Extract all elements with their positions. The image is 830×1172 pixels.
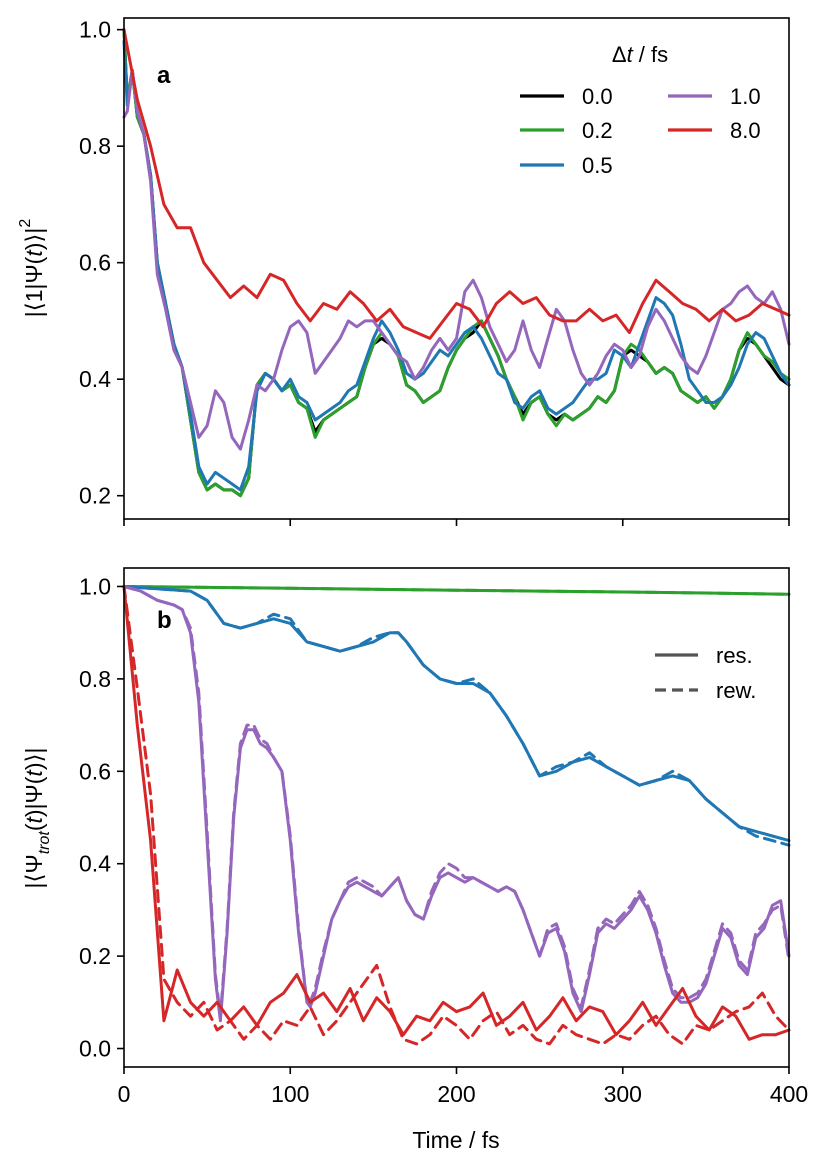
panel-b-series-group (122, 585, 791, 1046)
panel-a-ylabel: |⟨1|Ψ(t)⟩|2 (17, 219, 47, 318)
panel-a-series-group (122, 28, 791, 498)
style-label-rew: rew. (716, 678, 756, 703)
panel-b-ylabel-part2: trot (36, 831, 53, 855)
series-b-0-2-rew- (122, 585, 791, 596)
legend-title: Δt / fs (612, 42, 668, 67)
panel-b-style-legend: res. rew. (655, 643, 756, 703)
series-b-1-0-rew- (122, 585, 791, 1018)
panel-a-ylabel-part2: t (21, 249, 47, 257)
panel-b-letter: b (157, 607, 172, 634)
ytick-label-b-2: 0.4 (79, 851, 111, 877)
panel-a-ylabel-part4: 2 (17, 219, 34, 228)
panel-b-ylabel-part6: t (21, 769, 47, 777)
xtick-label-b-3: 300 (604, 1081, 642, 1107)
ytick-label-b-3: 0.6 (79, 758, 111, 784)
panel-a: 0.20.40.60.81.0 a |⟨1|Ψ(t)⟩|2 Δt / fs 0.… (17, 17, 791, 526)
panel-a-letter: a (157, 62, 171, 89)
series-b-1-0-res- (122, 585, 791, 1023)
legend-title-part3: / fs (633, 42, 668, 67)
xtick-label-b-0: 0 (118, 1081, 131, 1107)
xtick-label-b-1: 100 (271, 1081, 309, 1107)
series-a-8-0 (122, 28, 791, 340)
panel-a-x-ticks (123, 519, 790, 526)
panel-b-ylabel: |⟨Ψtrot(t)|Ψ(t)⟩| (21, 748, 53, 889)
series-a-1-0 (122, 68, 791, 451)
ytick-label-a-3: 0.8 (79, 133, 111, 159)
series-b-0-5-res- (122, 585, 791, 843)
legend-label-8-0: 8.0 (730, 118, 761, 143)
panel-a-frame (123, 17, 790, 520)
ytick-label-b-0: 0.0 (79, 1036, 111, 1062)
panel-a-legend: Δt / fs 0.0 0.2 0.5 1.0 8.0 (520, 42, 761, 178)
series-a-0-5 (122, 39, 791, 492)
series-b-8-0-rew- (122, 585, 791, 1046)
x-axis-label: Time / fs (412, 1127, 499, 1153)
panel-b-ylabel-part3: ( (21, 823, 47, 831)
panel-b: 0.00.20.40.60.81.0 0 100 200 300 400 b |⟨Ψtr… (21, 567, 808, 1107)
panel-b-ylabel-part1: |⟨Ψ (21, 854, 47, 888)
legend-label-1-0: 1.0 (730, 84, 761, 109)
legend-title-part2: t (627, 42, 634, 67)
panel-b-ylabel-part7: )⟩| (21, 748, 47, 771)
panel-b-x-ticks: 0 100 200 300 400 (118, 1067, 808, 1107)
ytick-label-b-5: 1.0 (79, 573, 111, 599)
series-a-0-2 (122, 28, 791, 498)
ytick-label-b-4: 0.8 (79, 666, 111, 692)
style-label-res: res. (716, 643, 753, 668)
series-b-0-5-rew- (122, 585, 791, 847)
panel-a-y-ticks: 0.2 0.4 0.6 0.8 1.0 (79, 17, 124, 509)
series-a-0-0 (122, 28, 791, 498)
legend-label-0-5: 0.5 (582, 153, 613, 178)
xtick-label-b-4: 400 (770, 1081, 808, 1107)
panel-b-y-ticks: 0.0 0.2 0.4 0.6 0.8 1.0 (79, 573, 124, 1062)
panel-a-ylabel-part1: |⟨1|Ψ( (21, 256, 47, 317)
ytick-label-a-2: 0.6 (79, 250, 111, 276)
ytick-label-a-1: 0.4 (79, 366, 111, 392)
xtick-label-b-2: 200 (437, 1081, 475, 1107)
panel-a-ylabel-part3: )⟩| (21, 228, 47, 251)
panel-b-ylabel-part4: t (21, 815, 47, 823)
ytick-label-a-0: 0.2 (79, 483, 111, 509)
legend-label-0-0: 0.0 (582, 84, 613, 109)
ytick-label-b-1: 0.2 (79, 943, 111, 969)
series-b-8-0-res- (122, 585, 791, 1041)
ytick-label-a-4: 1.0 (79, 17, 111, 43)
legend-label-0-2: 0.2 (582, 118, 613, 143)
panel-b-ylabel-part5: )|Ψ( (21, 776, 47, 817)
legend-title-part1: Δ (612, 42, 627, 67)
